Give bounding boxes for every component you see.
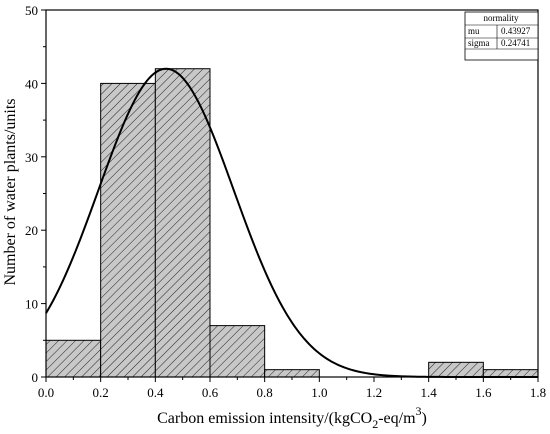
x-axis-label-subscript: 2	[372, 417, 378, 431]
x-tick-label-1: 0.2	[93, 385, 109, 400]
x-tick-label-5: 1.0	[311, 385, 327, 400]
y-tick-label-1: 10	[25, 297, 38, 312]
x-tick-label-8: 1.6	[475, 385, 492, 400]
y-tick-label-2: 20	[25, 223, 38, 238]
histogram-bar-4	[264, 369, 320, 378]
y-tick-label-3: 30	[25, 150, 38, 165]
histogram-bar-1	[100, 82, 156, 378]
legend-mu-key: mu	[468, 26, 480, 36]
x-axis-label-end: )	[422, 410, 427, 427]
y-tick-label-0: 0	[32, 370, 39, 385]
x-tick-label-9: 1.8	[530, 385, 546, 400]
histogram-bar-3	[209, 325, 266, 378]
x-axis-label-mid: -eq/m	[378, 410, 416, 427]
y-tick-label-5: 50	[25, 3, 38, 18]
legend-title: normality	[484, 13, 519, 23]
histogram-bar-8	[482, 369, 539, 378]
normality-legend-table: normality mu 0.43927 sigma 0.24741	[464, 11, 539, 61]
y-tick-label-4: 40	[25, 76, 38, 91]
x-tick-label-7: 1.4	[421, 385, 438, 400]
histogram-bar-7	[428, 361, 484, 378]
x-axis-label-main: Carbon emission intensity/(kgCO	[157, 410, 372, 427]
bars-group	[45, 68, 539, 378]
x-axis-label-superscript: 3	[416, 404, 422, 418]
legend-mu-value: 0.43927	[501, 26, 531, 36]
histogram-bar-2	[154, 68, 211, 378]
legend-sigma-key: sigma	[468, 38, 490, 48]
x-axis-ticks: 0.0 0.2 0.4 0.6 0.8 1.0 1.2 1.4 1.6 1.8	[38, 377, 546, 400]
histogram-bar-0	[45, 339, 102, 378]
y-axis-label: Number of water plants/units	[2, 98, 19, 285]
x-axis-label: Carbon emission intensity/(kgCO2-eq/m3)	[157, 404, 427, 431]
x-tick-label-4: 0.8	[257, 385, 273, 400]
y-axis-ticks: 0 10 20 30 40 50	[25, 3, 46, 385]
x-tick-label-6: 1.2	[366, 385, 382, 400]
x-tick-label-0: 0.0	[38, 385, 54, 400]
legend-sigma-value: 0.24741	[501, 38, 530, 48]
x-tick-label-2: 0.4	[147, 385, 164, 400]
x-tick-label-3: 0.6	[202, 385, 219, 400]
